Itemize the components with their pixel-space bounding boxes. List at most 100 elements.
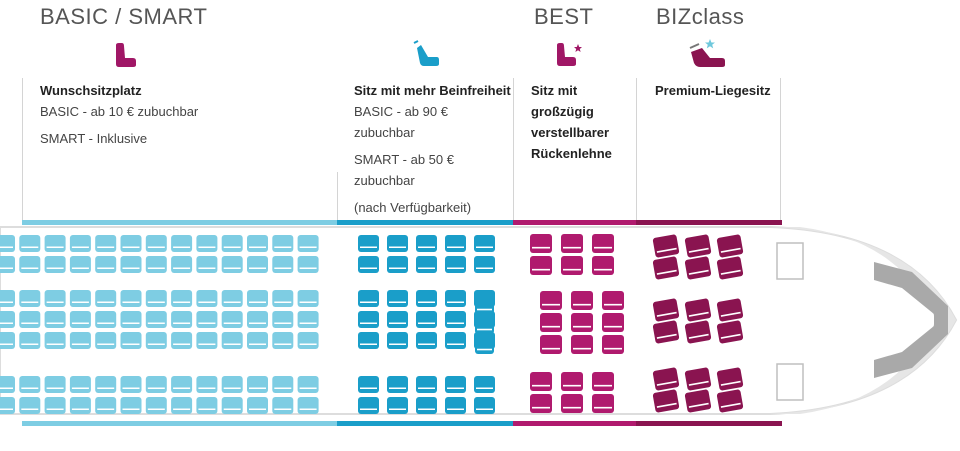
- divider-beinfreiheit-best: [513, 78, 514, 220]
- price-line: SMART - ab 50 €: [354, 152, 454, 167]
- seat-wunsch: [145, 311, 167, 328]
- seat-wunsch: [247, 290, 268, 307]
- seat-beinfreiheit: [445, 311, 466, 328]
- seat-beinfreiheit: [358, 290, 379, 307]
- seat-biz: [716, 256, 744, 280]
- column-best: Sitz mit großzügig verstellbarer Rückenl…: [531, 80, 633, 164]
- divider-right: [780, 78, 781, 220]
- seat-wunsch: [95, 332, 117, 349]
- column-heading-line: großzügig: [531, 104, 594, 119]
- galley-box-bottom: [776, 363, 804, 401]
- bar-biz-top: [636, 220, 782, 225]
- seat-best: [540, 313, 562, 332]
- price-line: zubuchbar: [354, 173, 415, 188]
- seat-beinfreiheit: [387, 256, 408, 273]
- seat-wunsch: [272, 290, 294, 307]
- seat-best: [592, 394, 614, 413]
- seat-beinfreiheit: [416, 235, 437, 252]
- seat-best: [561, 256, 583, 275]
- seat-wunsch: [0, 290, 15, 307]
- seat-wunsch: [19, 290, 41, 307]
- seat-beinfreiheit: [387, 376, 408, 393]
- seat-best: [561, 394, 583, 413]
- seat-wunsch: [44, 256, 66, 273]
- seat-wunsch: [297, 376, 319, 393]
- column-heading-line: Rückenlehne: [531, 146, 612, 161]
- seat-wunsch: [196, 256, 218, 273]
- seat-star-icon: [557, 43, 582, 66]
- seat-beinfreiheit: [416, 290, 437, 307]
- seat-wunsch: [221, 235, 243, 252]
- seat-best: [561, 234, 583, 253]
- seat-wunsch: [145, 332, 167, 349]
- tier-basic-smart: BASIC / SMART: [40, 4, 208, 29]
- seat-wunsch: [247, 397, 268, 414]
- seat-beinfreiheit: [387, 332, 408, 349]
- bar-beinfreiheit-top: [337, 220, 513, 225]
- seat-biz: [652, 389, 680, 413]
- seat-wunsch: [297, 332, 319, 349]
- seat-wunsch: [272, 256, 294, 273]
- seat-best: [530, 234, 552, 253]
- seat-wunsch: [69, 311, 91, 328]
- seat-wunsch: [272, 332, 294, 349]
- divider-best-biz: [636, 78, 637, 220]
- seat-wunsch: [171, 397, 193, 414]
- seat-wunsch: [145, 397, 167, 414]
- seat-beinfreiheit: [445, 376, 466, 393]
- seat-wunsch: [44, 235, 66, 252]
- seat-beinfreiheit: [358, 235, 379, 252]
- seat-beinfreiheit: [358, 397, 379, 414]
- seat-beinfreiheit: [474, 235, 495, 252]
- availability-note: (nach Verfügbarkeit): [354, 200, 472, 215]
- price-line: BASIC - ab 10 € zubuchbar: [40, 104, 199, 119]
- seat-biz: [684, 367, 712, 391]
- seat-best: [602, 313, 624, 332]
- seat-wunsch: [95, 256, 117, 273]
- seat-wunsch: [69, 376, 91, 393]
- seat-wunsch: [171, 376, 193, 393]
- seat-best: [571, 313, 593, 332]
- divider-left: [22, 78, 23, 220]
- seat-wunsch: [221, 397, 243, 414]
- seat-wunsch: [120, 397, 142, 414]
- seat-biz: [684, 298, 712, 322]
- seat-wunsch: [145, 290, 167, 307]
- column-heading-line: verstellbarer: [531, 125, 610, 140]
- seat-best: [530, 372, 552, 391]
- seat-wunsch: [171, 235, 193, 252]
- seat-wunsch: [272, 397, 294, 414]
- seat-wunsch: [44, 311, 66, 328]
- seat-wunsch: [247, 332, 268, 349]
- seat-wunsch: [297, 235, 319, 252]
- price-line: BASIC - ab 90 €: [354, 104, 448, 119]
- seat-biz: [652, 320, 680, 344]
- price-line: zubuchbar: [354, 125, 415, 140]
- seat-wunsch: [95, 290, 117, 307]
- seat-wunsch: [0, 235, 15, 252]
- bar-biz-bottom: [636, 421, 782, 426]
- seat-wunsch: [0, 397, 15, 414]
- seat-wunsch: [120, 376, 142, 393]
- seat-biz: [684, 320, 712, 344]
- seat-beinfreiheit: [445, 290, 466, 307]
- bar-wunsch-bottom: [22, 421, 337, 426]
- seat-wunsch: [221, 290, 243, 307]
- reclining-seat-icon: [413, 40, 439, 66]
- seat-wunsch: [19, 235, 41, 252]
- seat-best: [592, 256, 614, 275]
- seat-beinfreiheit: [416, 332, 437, 349]
- seat-beinfreiheit: [445, 256, 466, 273]
- flat-bed-star-icon: [689, 39, 725, 67]
- seat-beinfreiheit: [416, 397, 437, 414]
- seat-biz: [716, 389, 744, 413]
- bar-wunsch-top: [22, 220, 337, 225]
- seat-wunsch: [19, 256, 41, 273]
- seat-wunsch: [221, 332, 243, 349]
- seat-wunsch: [297, 311, 319, 328]
- seat-wunsch: [171, 311, 193, 328]
- bar-best-top: [513, 220, 636, 225]
- seat-best: [561, 372, 583, 391]
- seat-beinfreiheit: [416, 256, 437, 273]
- seat-best: [602, 291, 624, 310]
